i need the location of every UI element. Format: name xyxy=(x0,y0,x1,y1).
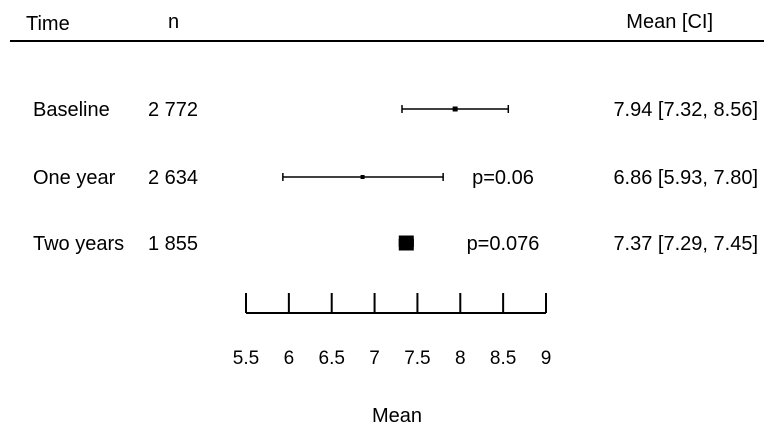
row-label: Two years xyxy=(33,233,124,255)
point-estimate xyxy=(360,175,365,179)
x-tick-label: 8.5 xyxy=(490,348,516,369)
x-axis-label: Mean xyxy=(372,405,422,427)
x-tick-label: 7 xyxy=(369,348,380,369)
x-tick-label: 6.5 xyxy=(319,348,345,369)
p-value: p=0.076 xyxy=(467,233,540,255)
x-tick-label: 7.5 xyxy=(404,348,430,369)
forest-row: Baseline 2 772 7.94 [7.32, 8.56] xyxy=(33,99,758,121)
x-axis: 5.5 6 6.5 7 7.5 8 8.5 9 xyxy=(233,293,552,369)
row-label: Baseline xyxy=(33,99,110,121)
rows: Baseline 2 772 7.94 [7.32, 8.56] One year 2 … xyxy=(33,99,758,255)
row-ci-text: 7.94 [7.32, 8.56] xyxy=(613,99,758,121)
point-estimate xyxy=(452,106,458,112)
row-n: 2 772 xyxy=(148,99,198,121)
forest-row: One year 2 634 p=0.06 6.86 [5.93, 7.80] xyxy=(33,167,758,189)
row-label: One year xyxy=(33,167,116,189)
header-time: Time xyxy=(26,13,70,35)
x-tick-label: 9 xyxy=(541,348,552,369)
forest-row: Two years 1 855 p=0.076 7.37 [7.29, 7.45] xyxy=(33,233,758,255)
p-value: p=0.06 xyxy=(472,167,534,189)
point-estimate xyxy=(398,235,414,251)
header-n: n xyxy=(168,11,179,33)
row-ci-text: 6.86 [5.93, 7.80] xyxy=(613,167,758,189)
row-ci-text: 7.37 [7.29, 7.45] xyxy=(613,233,758,255)
x-tick-label: 8 xyxy=(455,348,466,369)
x-tick-label: 6 xyxy=(284,348,295,369)
header-ci: Mean [CI] xyxy=(626,11,713,33)
row-n: 2 634 xyxy=(148,167,198,189)
row-n: 1 855 xyxy=(148,233,198,255)
x-tick-label: 5.5 xyxy=(233,348,259,369)
